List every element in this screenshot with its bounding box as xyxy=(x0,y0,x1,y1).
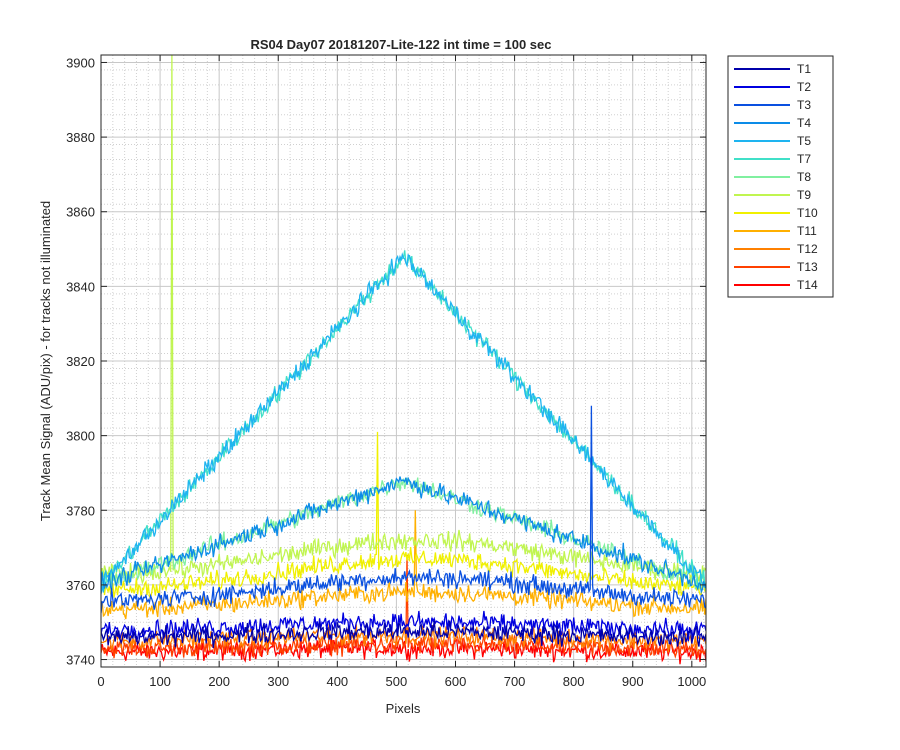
legend-label-t12: T12 xyxy=(797,242,818,256)
legend-label-t3: T3 xyxy=(797,98,811,112)
legend-label-t1: T1 xyxy=(797,62,811,76)
y-tick-label: 3820 xyxy=(66,354,95,369)
series-line-t12 xyxy=(101,624,706,653)
y-axis-label: Track Mean Signal (ADU/pix) - for tracks… xyxy=(38,201,53,521)
legend-label-t9: T9 xyxy=(797,188,811,202)
minor-grid xyxy=(101,54,706,668)
x-tick-label: 100 xyxy=(149,674,171,689)
x-axis-ticks: 0 100 200 300 400 500 600 700 800 900 1000 xyxy=(97,55,706,689)
x-tick-label: 0 xyxy=(97,674,104,689)
series-line-t1 xyxy=(101,620,706,649)
series-line-t10 xyxy=(101,431,706,600)
y-tick-label: 3800 xyxy=(66,429,95,444)
series-line-t5 xyxy=(101,252,706,595)
series-line-t3 xyxy=(101,405,706,614)
series-lines xyxy=(101,55,706,665)
y-tick-label: 3760 xyxy=(66,578,95,593)
y-tick-label: 3880 xyxy=(66,130,95,145)
y-tick-label: 3900 xyxy=(66,55,95,70)
legend-label-t11: T11 xyxy=(797,224,817,238)
y-tick-label: 3780 xyxy=(66,503,95,518)
series-line-t4 xyxy=(101,476,706,595)
x-tick-label: 800 xyxy=(563,674,585,689)
plot-area: 0 100 200 300 400 500 600 700 800 900 1000 3740 376… xyxy=(66,54,707,689)
series-line-t9 xyxy=(101,55,706,585)
legend-label-t10: T10 xyxy=(797,206,818,220)
legend: T1 T2 T3 T4 T5 T7 T8 T9 T10 T11 T12 T13 T14 xyxy=(727,55,834,298)
y-axis-ticks: 3740 3760 3780 3800 3820 3840 3860 3880 3900 xyxy=(66,55,706,668)
y-tick-label: 3740 xyxy=(66,653,95,668)
legend-label-t2: T2 xyxy=(797,80,811,94)
legend-label-t8: T8 xyxy=(797,170,811,184)
x-tick-label: 400 xyxy=(326,674,348,689)
legend-label-t7: T7 xyxy=(797,152,811,166)
x-axis-label: Pixels xyxy=(386,701,421,716)
x-tick-label: 700 xyxy=(504,674,526,689)
x-tick-label: 200 xyxy=(208,674,230,689)
y-tick-label: 3840 xyxy=(66,279,95,294)
x-tick-label: 900 xyxy=(622,674,644,689)
chart-title: RS04 Day07 20181207-Lite-122 int time = … xyxy=(251,37,552,52)
legend-label-t5: T5 xyxy=(797,134,811,148)
legend-label-t4: T4 xyxy=(797,116,811,130)
y-tick-label: 3860 xyxy=(66,205,95,220)
x-tick-label: 1000 xyxy=(677,674,706,689)
x-tick-label: 300 xyxy=(267,674,289,689)
legend-label-t14: T14 xyxy=(797,278,818,292)
x-tick-label: 500 xyxy=(386,674,408,689)
x-tick-label: 600 xyxy=(445,674,467,689)
legend-label-t13: T13 xyxy=(797,260,818,274)
